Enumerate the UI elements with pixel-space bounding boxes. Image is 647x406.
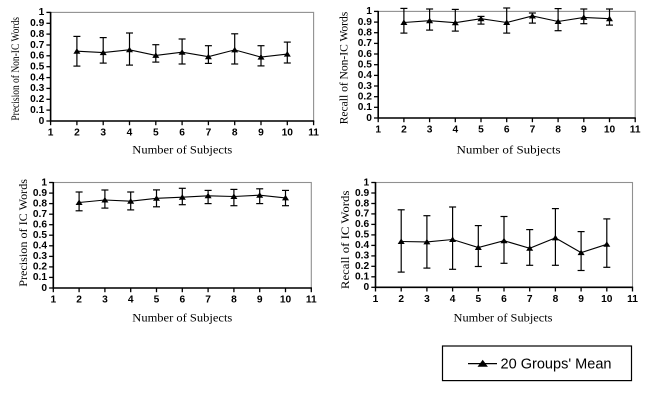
svg-text:1: 1 <box>39 7 45 18</box>
svg-text:3: 3 <box>100 128 106 139</box>
svg-text:0.8: 0.8 <box>33 198 47 209</box>
svg-text:0.1: 0.1 <box>358 102 372 113</box>
svg-text:1: 1 <box>373 294 379 305</box>
svg-text:0.5: 0.5 <box>30 62 44 73</box>
svg-text:0.8: 0.8 <box>358 28 372 39</box>
svg-text:0.1: 0.1 <box>33 272 47 283</box>
svg-text:5: 5 <box>475 294 481 305</box>
svg-text:0.4: 0.4 <box>358 70 372 81</box>
svg-text:9: 9 <box>258 128 264 139</box>
svg-text:0.1: 0.1 <box>355 272 369 283</box>
svg-text:Precision of Non-IC Words: Precision of Non-IC Words <box>8 17 22 121</box>
svg-text:8: 8 <box>231 295 237 306</box>
svg-text:1: 1 <box>48 128 54 139</box>
svg-text:3: 3 <box>424 294 430 305</box>
svg-text:Number of Subjects: Number of Subjects <box>132 310 232 324</box>
svg-text:4: 4 <box>450 294 456 305</box>
svg-text:4: 4 <box>128 295 134 306</box>
svg-text:1: 1 <box>41 177 47 188</box>
svg-text:9: 9 <box>581 125 587 136</box>
svg-text:20 Groups' Mean: 20 Groups' Mean <box>501 356 612 372</box>
svg-text:0.8: 0.8 <box>30 29 44 40</box>
svg-text:0.7: 0.7 <box>358 38 372 49</box>
svg-text:10: 10 <box>280 295 292 306</box>
svg-text:10: 10 <box>282 128 294 139</box>
svg-text:5: 5 <box>153 128 159 139</box>
svg-text:0.8: 0.8 <box>355 198 369 209</box>
svg-text:0.2: 0.2 <box>358 92 372 103</box>
svg-text:0.6: 0.6 <box>355 219 369 230</box>
svg-text:1: 1 <box>366 6 372 17</box>
svg-text:10: 10 <box>601 294 613 305</box>
svg-text:10: 10 <box>604 125 616 136</box>
svg-text:11: 11 <box>627 294 638 305</box>
svg-text:4: 4 <box>127 128 133 139</box>
svg-text:5: 5 <box>478 125 484 136</box>
svg-text:0.9: 0.9 <box>30 18 44 29</box>
svg-text:0.2: 0.2 <box>355 261 369 272</box>
svg-text:0: 0 <box>364 282 370 293</box>
svg-text:Recall of IC Words: Recall of IC Words <box>338 190 352 289</box>
svg-text:4: 4 <box>452 125 458 136</box>
svg-text:0.1: 0.1 <box>30 105 44 116</box>
svg-text:0: 0 <box>41 283 47 294</box>
svg-text:8: 8 <box>232 128 238 139</box>
svg-text:0.5: 0.5 <box>358 60 372 71</box>
svg-text:2: 2 <box>401 125 407 136</box>
svg-text:Number of Subjects: Number of Subjects <box>454 310 553 324</box>
svg-text:5: 5 <box>154 295 160 306</box>
svg-text:2: 2 <box>398 294 404 305</box>
svg-text:0.7: 0.7 <box>355 209 369 220</box>
svg-text:11: 11 <box>630 125 641 136</box>
svg-text:0.9: 0.9 <box>355 188 369 199</box>
svg-text:0.9: 0.9 <box>33 188 47 199</box>
svg-text:6: 6 <box>501 294 507 305</box>
svg-text:0.6: 0.6 <box>33 220 47 231</box>
svg-text:6: 6 <box>504 125 510 136</box>
svg-text:Number of Subjects: Number of Subjects <box>132 143 232 157</box>
svg-text:2: 2 <box>74 128 80 139</box>
svg-text:0: 0 <box>39 116 45 127</box>
svg-text:7: 7 <box>527 294 533 305</box>
svg-text:0.2: 0.2 <box>30 94 44 105</box>
svg-text:7: 7 <box>206 128 212 139</box>
svg-text:11: 11 <box>306 295 317 306</box>
svg-text:9: 9 <box>257 295 263 306</box>
svg-text:0.7: 0.7 <box>33 209 47 220</box>
svg-text:1: 1 <box>375 125 381 136</box>
svg-text:0.3: 0.3 <box>355 251 369 262</box>
svg-text:2: 2 <box>76 295 82 306</box>
svg-text:0.5: 0.5 <box>355 230 369 241</box>
svg-text:0: 0 <box>366 113 372 124</box>
svg-text:6: 6 <box>179 295 185 306</box>
svg-text:Recall of Non-IC Words: Recall of Non-IC Words <box>336 11 350 124</box>
svg-text:3: 3 <box>427 125 433 136</box>
svg-text:11: 11 <box>308 128 319 139</box>
svg-text:9: 9 <box>578 294 584 305</box>
svg-text:7: 7 <box>205 295 211 306</box>
svg-text:6: 6 <box>179 128 185 139</box>
svg-text:0.7: 0.7 <box>30 40 44 51</box>
svg-text:Precision of IC Words: Precision of IC Words <box>16 179 30 287</box>
svg-text:3: 3 <box>102 295 108 306</box>
svg-text:7: 7 <box>530 125 536 136</box>
svg-text:1: 1 <box>364 177 370 188</box>
svg-text:0.4: 0.4 <box>33 241 47 252</box>
svg-text:8: 8 <box>553 294 559 305</box>
svg-text:0.9: 0.9 <box>358 17 372 28</box>
svg-text:0.3: 0.3 <box>30 83 44 94</box>
svg-text:1: 1 <box>50 295 56 306</box>
svg-text:Number of Subjects: Number of Subjects <box>457 143 561 157</box>
svg-text:0.2: 0.2 <box>33 262 47 273</box>
svg-text:0.3: 0.3 <box>33 251 47 262</box>
svg-text:0.4: 0.4 <box>355 240 369 251</box>
svg-text:0.5: 0.5 <box>33 230 47 241</box>
svg-text:0.6: 0.6 <box>358 49 372 60</box>
svg-text:0.6: 0.6 <box>30 51 44 62</box>
svg-text:0.4: 0.4 <box>30 72 44 83</box>
svg-text:8: 8 <box>555 125 561 136</box>
svg-text:0.3: 0.3 <box>358 81 372 92</box>
